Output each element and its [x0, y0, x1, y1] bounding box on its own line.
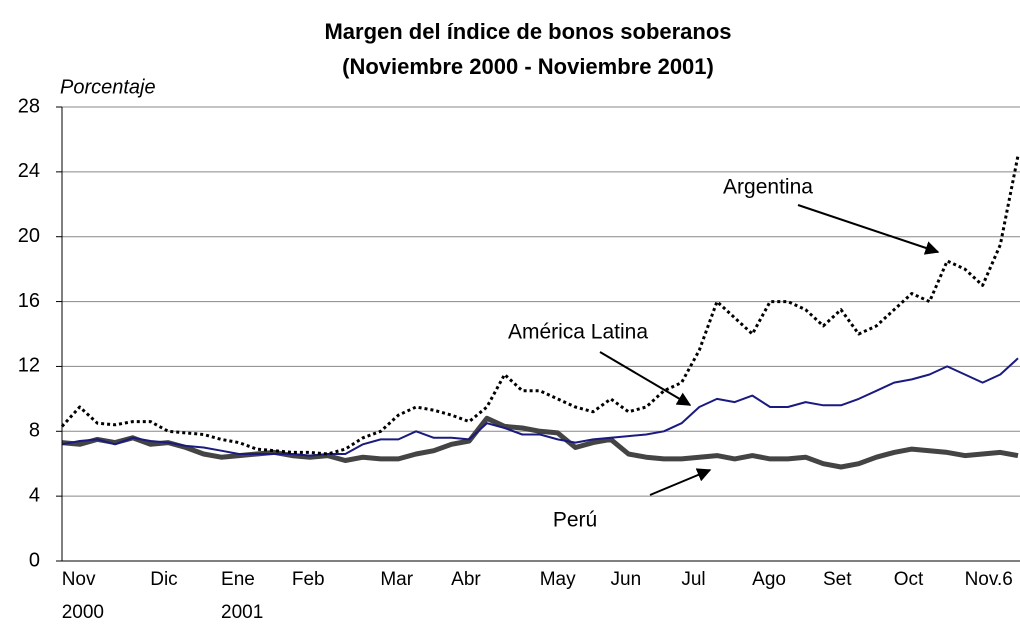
y-tick-label: 0 [29, 549, 40, 571]
series-line [61, 357, 1019, 457]
x-tick-label: Jun [610, 569, 642, 590]
x-tick-label: Nov 2000 [61, 569, 104, 623]
annotation-arrow [797, 204, 940, 255]
x-tick-label: Oct [893, 569, 924, 590]
series-line [60, 155, 1020, 456]
x-tick-label: Abr [451, 569, 481, 590]
y-tick-label: 8 [29, 420, 40, 442]
annotation: Perú [553, 509, 597, 532]
annotation: América Latina [508, 321, 648, 344]
x-tick-label: Ene 2001 [221, 569, 264, 623]
chart-subtitle: (Noviembre 2000 - Noviembre 2001) [342, 54, 714, 79]
y-tick-label: 28 [18, 95, 40, 117]
x-tick-label: Mar [380, 569, 414, 590]
annotation-arrow [649, 468, 712, 496]
annotation-arrow [599, 351, 692, 406]
y-tick-label: 24 [18, 160, 40, 182]
x-tick-label: Set [822, 569, 852, 590]
chart-title: Margen del índice de bonos soberanos [324, 19, 731, 44]
x-tick-label: Feb [291, 569, 325, 590]
x-tick-label: Nov.6 [964, 569, 1013, 590]
x-tick-label: Ago [752, 569, 786, 590]
y-tick-label: 16 [18, 290, 40, 312]
y-tick-label: 12 [18, 355, 40, 377]
y-tick-label: 20 [18, 225, 40, 247]
x-tick-label: Dic [150, 569, 178, 590]
y-tick-label: 4 [29, 484, 40, 506]
x-tick-label: Jul [681, 569, 706, 590]
series-line [61, 415, 1019, 470]
y-axis-label: Porcentaje [60, 76, 156, 98]
x-tick-label: May [539, 569, 576, 590]
annotation: Argentina [723, 176, 813, 199]
